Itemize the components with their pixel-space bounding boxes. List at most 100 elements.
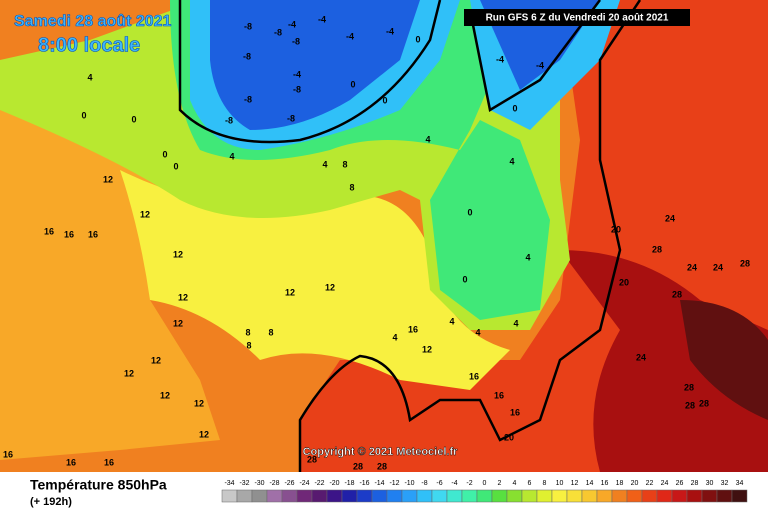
zero-isotherm xyxy=(178,0,601,144)
colorbar-cell xyxy=(521,489,538,503)
contour-label: 24 xyxy=(687,262,697,272)
colorbar-cell xyxy=(251,489,268,503)
colorbar-cell xyxy=(401,489,418,503)
colorbar-tick-label: 30 xyxy=(706,480,714,487)
colorbar-tick-label: -16 xyxy=(359,480,369,487)
contour-label: 12 xyxy=(160,390,170,400)
legend-title: Température 850hPa xyxy=(30,477,167,493)
date: Samedi 28 août 2021 xyxy=(14,13,172,30)
contour-label: 4 xyxy=(513,318,518,328)
contour-label: 24 xyxy=(665,213,675,223)
hottest-zone xyxy=(680,300,768,420)
contour-label: -4 xyxy=(496,54,504,64)
local-time: 8:00 locale xyxy=(38,34,140,56)
colorbar-cell xyxy=(461,489,478,503)
contour-label: 8 xyxy=(268,327,273,337)
colorbar-cell xyxy=(311,489,328,503)
contour-label: 28 xyxy=(672,289,682,299)
colorbar-cell xyxy=(611,489,628,503)
contour-label: 12 xyxy=(173,249,183,259)
colorbar-tick-label: 14 xyxy=(586,480,594,487)
contour-label: 4 xyxy=(449,316,454,326)
sixteen-isotherm xyxy=(298,0,642,472)
contour-label: 4 xyxy=(229,151,234,161)
contour-label: 12 xyxy=(325,282,335,292)
contour-label: 12 xyxy=(194,398,204,408)
colorbar-cell xyxy=(686,489,703,503)
colorbar-cell xyxy=(656,489,673,503)
colorbar-tick-label: -2 xyxy=(466,480,472,487)
contour-label: 0 xyxy=(131,114,136,124)
contour-label: -8 xyxy=(243,51,251,61)
contour-label: 0 xyxy=(462,274,467,284)
colorbar-cell xyxy=(716,489,733,503)
contour-label: -4 xyxy=(536,60,544,70)
contour-label: 24 xyxy=(713,262,723,272)
colorbar-cell xyxy=(671,489,688,503)
contour-label: 8 xyxy=(246,340,251,350)
contour-label: 8 xyxy=(342,159,347,169)
colorbar-tick-label: -20 xyxy=(329,480,339,487)
colorbar-tick-label: 22 xyxy=(646,480,654,487)
colorbar-cell xyxy=(371,489,388,503)
contour-label: 12 xyxy=(124,368,134,378)
colorbar-cell xyxy=(596,489,613,503)
contour-label: 4 xyxy=(509,156,514,166)
contour-label: 8 xyxy=(245,327,250,337)
colorbar-tick-label: 8 xyxy=(543,480,547,487)
colorbar-tick-label: -14 xyxy=(374,480,384,487)
colorbar-cell xyxy=(341,489,358,503)
contour-label: 12 xyxy=(103,174,113,184)
contour-label: 4 xyxy=(87,72,92,82)
copyright: Copyright © 2021 Meteociel.fr xyxy=(303,446,459,458)
contour-label: 0 xyxy=(81,110,86,120)
contour-label: -8 xyxy=(225,115,233,125)
colorbar-cell xyxy=(641,489,658,503)
contour-label: 16 xyxy=(104,457,114,467)
colorbar-tick-label: -34 xyxy=(224,480,234,487)
colorbar-tick-label: -18 xyxy=(344,480,354,487)
contour-label: 4 xyxy=(392,332,397,342)
colorbar-tick-label: 24 xyxy=(661,480,669,487)
contour-label: -8 xyxy=(244,21,252,31)
colorbar-cell xyxy=(476,489,493,503)
contour-label: 28 xyxy=(685,400,695,410)
colorbar-cell xyxy=(281,489,298,503)
contour-label: 12 xyxy=(178,292,188,302)
contour-label: -8 xyxy=(274,27,282,37)
contour-label: -4 xyxy=(288,19,296,29)
colorbar-cell xyxy=(296,489,313,503)
contour-label: -8 xyxy=(293,84,301,94)
colorbar-cell xyxy=(236,489,253,503)
contour-label: 28 xyxy=(307,454,317,464)
colorbar-tick-label: -26 xyxy=(284,480,294,487)
contour-label: 28 xyxy=(684,382,694,392)
contour-label: 4 xyxy=(322,159,327,169)
contour-label: 12 xyxy=(199,429,209,439)
contour-label: 4 xyxy=(525,252,530,262)
hot-zone xyxy=(560,250,768,472)
colorbar-cell xyxy=(221,489,238,503)
colorbar-tick-label: 34 xyxy=(736,480,744,487)
colorbar-cell xyxy=(551,489,568,503)
colorbar-tick-label: 32 xyxy=(721,480,729,487)
colorbar-tick-label: 0 xyxy=(483,480,487,487)
contour-label: 16 xyxy=(494,390,504,400)
contour-label: -8 xyxy=(292,36,300,46)
colorbar-tick-label: -30 xyxy=(254,480,264,487)
contour-label: 16 xyxy=(44,226,54,236)
contour-label: 8 xyxy=(349,182,354,192)
contour-label: 16 xyxy=(66,457,76,467)
contour-label: 0 xyxy=(415,34,420,44)
contour-label: -8 xyxy=(287,113,295,123)
contour-label: 0 xyxy=(382,95,387,105)
yellow-zone xyxy=(120,170,510,390)
contour-label: 0 xyxy=(512,103,517,113)
colorbar-tick-label: 18 xyxy=(616,480,624,487)
colorbar-cell xyxy=(416,489,433,503)
contour-label: 28 xyxy=(740,258,750,268)
colorbar-tick-label: 12 xyxy=(571,480,579,487)
contour-label: 12 xyxy=(285,287,295,297)
